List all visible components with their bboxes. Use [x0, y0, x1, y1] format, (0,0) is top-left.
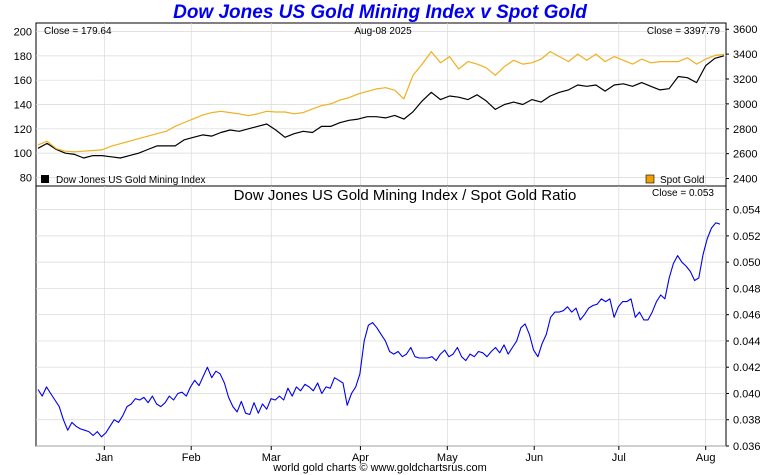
footer-credit: world gold charts © www.goldchartsrus.co… [273, 462, 487, 474]
top-right-axis: 3600 3400 3200 3000 2800 2600 2400 [726, 24, 757, 186]
month-tick-label: Mar [262, 452, 281, 464]
bottom-panel-frame [35, 185, 727, 447]
left-tick-label: 100 [14, 148, 32, 160]
gold-line [37, 50, 725, 153]
ratio-tick-label: 0.054 [733, 205, 760, 217]
month-tick-label: Jul [612, 452, 626, 464]
left-tick-label: 120 [14, 124, 32, 136]
date-label: Aug-08 2025 [354, 26, 412, 37]
top-panel-lines [37, 50, 725, 159]
bottom-panel-grid [36, 186, 726, 447]
ratio-tick-label: 0.040 [733, 388, 760, 400]
left-tick-label: 160 [14, 75, 32, 87]
right-tick-label: 2800 [733, 124, 757, 136]
month-tick-label: Apr [352, 452, 369, 464]
index-close-label: Close = 179.64 [44, 26, 112, 37]
month-tick-label: Feb [182, 452, 201, 464]
month-tick-label: Aug [696, 452, 716, 464]
right-tick-label: 3400 [733, 49, 757, 61]
ratio-tick-label: 0.042 [733, 362, 760, 374]
right-tick-label: 3000 [733, 99, 757, 111]
gold-legend-swatch [645, 174, 655, 184]
ratio-panel-title: Dow Jones US Gold Mining Index / Spot Go… [234, 187, 577, 204]
ratio-tick-label: 0.050 [733, 257, 760, 269]
month-tick-label: May [437, 452, 458, 464]
index-legend-swatch [41, 175, 49, 183]
right-tick-label: 3200 [733, 74, 757, 86]
top-panel-grid [36, 23, 726, 186]
left-tick-label: 180 [14, 51, 32, 63]
ratio-line [37, 222, 721, 438]
left-tick-label: 200 [14, 27, 32, 39]
left-tick-label: 140 [14, 100, 32, 112]
x-axis: Jan Feb Mar Apr May Jun Jul Aug [95, 446, 715, 464]
gold-close-label: Close = 3397.79 [647, 26, 721, 37]
ratio-tick-label: 0.046 [733, 310, 760, 322]
top-left-axis: 200 180 160 140 120 100 80 [14, 27, 32, 185]
index-line [37, 55, 725, 159]
index-legend-label: Dow Jones US Gold Mining Index [56, 175, 206, 186]
month-tick-label: Jan [95, 452, 113, 464]
bottom-right-axis: 0.054 0.052 0.050 0.048 0.046 0.044 0.042 0.040… [726, 205, 760, 453]
right-tick-label: 3600 [733, 24, 757, 36]
left-tick-label: 80 [20, 172, 32, 184]
gold-legend-label: Spot Gold [660, 175, 704, 186]
ratio-close-label: Close = 0.053 [652, 188, 714, 199]
ratio-tick-label: 0.044 [733, 336, 760, 348]
chart-title: Dow Jones US Gold Mining Index v Spot Go… [173, 2, 587, 23]
ratio-tick-label: 0.036 [733, 441, 760, 453]
bottom-panel-lines [37, 222, 721, 438]
ratio-tick-label: 0.038 [733, 415, 760, 427]
ratio-tick-label: 0.048 [733, 283, 760, 295]
right-tick-label: 2400 [733, 174, 757, 186]
ratio-tick-label: 0.052 [733, 231, 760, 243]
right-tick-label: 2600 [733, 149, 757, 161]
month-tick-label: Jun [525, 452, 543, 464]
